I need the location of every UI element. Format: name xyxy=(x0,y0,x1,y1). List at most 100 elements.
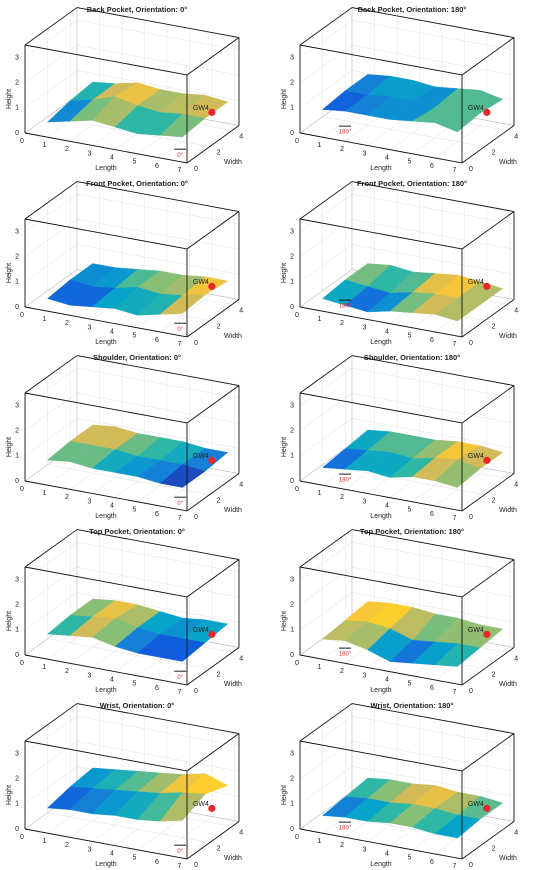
gw4-label: GW4 xyxy=(468,801,484,808)
z-tick-label: 1 xyxy=(15,279,19,286)
x-tick-label: 7 xyxy=(178,515,182,522)
x-tick-label: 3 xyxy=(363,498,367,505)
grid-line xyxy=(457,646,510,685)
z-tick-label: 1 xyxy=(15,801,19,808)
panel: Back Pocket, Orientation: 180° 0 1 2 3 0 1 2 3 4 5… xyxy=(281,5,518,174)
z-tick-label: 1 xyxy=(290,627,294,634)
gw4-marker xyxy=(208,630,216,638)
x-tick-label: 5 xyxy=(133,507,137,514)
grid-line xyxy=(24,193,78,232)
grid-line xyxy=(24,541,78,580)
x-tick-label: 1 xyxy=(318,838,322,845)
box-edge xyxy=(76,181,240,212)
z-tick-label: 0 xyxy=(290,478,294,485)
y-tick-label: 2 xyxy=(492,324,496,331)
box-edge xyxy=(24,306,188,338)
x-tick-label: 6 xyxy=(430,337,434,344)
x-tick-label: 0 xyxy=(20,312,24,319)
x-tick-label: 6 xyxy=(430,859,434,866)
z-tick-label: 2 xyxy=(290,776,294,783)
surface-patch xyxy=(159,464,206,488)
box-edge xyxy=(24,355,78,394)
box-edge xyxy=(186,647,240,686)
x-axis-label: Length xyxy=(370,513,392,520)
x-axis-label: Length xyxy=(95,861,117,868)
box-edge xyxy=(299,480,463,512)
orientation-label: 0° xyxy=(177,501,183,507)
surface-patch xyxy=(159,294,206,315)
x-tick-label: 5 xyxy=(133,333,137,340)
grid-line xyxy=(299,541,353,580)
y-tick-label: 0 xyxy=(194,166,198,173)
x-tick-label: 3 xyxy=(88,846,92,853)
grid-line xyxy=(47,116,210,147)
y-tick-label: 2 xyxy=(217,324,221,331)
grid-line xyxy=(76,193,240,225)
z-tick-label: 3 xyxy=(290,750,294,757)
x-tick-label: 5 xyxy=(408,333,412,340)
box-edge xyxy=(24,44,188,76)
y-tick-label: 2 xyxy=(217,672,221,679)
x-tick-label: 3 xyxy=(363,324,367,331)
orientation-label: 0° xyxy=(177,849,183,855)
z-tick-label: 2 xyxy=(290,254,294,261)
box-edge xyxy=(24,529,78,568)
x-tick-label: 2 xyxy=(340,842,344,849)
z-tick-label: 1 xyxy=(15,105,19,112)
panel-title: Front Pocket, Orientation: 0° xyxy=(86,179,188,188)
box-edge xyxy=(351,181,515,212)
y-tick-label: 2 xyxy=(492,150,496,157)
y-tick-label: 4 xyxy=(514,655,518,662)
z-tick-label: 2 xyxy=(15,428,19,435)
grid-line xyxy=(76,393,240,424)
z-tick-label: 1 xyxy=(290,453,294,460)
z-tick-label: 0 xyxy=(290,130,294,137)
box-edge xyxy=(24,7,78,46)
grid-line xyxy=(24,741,78,779)
x-tick-label: 0 xyxy=(295,486,299,493)
x-tick-label: 4 xyxy=(110,502,114,509)
z-axis-label: Height xyxy=(6,89,13,109)
y-axis-label: Width xyxy=(499,159,517,166)
y-tick-label: 0 xyxy=(194,514,198,521)
grid-line xyxy=(299,766,353,805)
x-tick-label: 6 xyxy=(430,511,434,518)
gw4-marker xyxy=(208,108,216,116)
x-tick-label: 6 xyxy=(430,685,434,692)
z-tick-label: 1 xyxy=(290,801,294,808)
x-tick-label: 0 xyxy=(295,660,299,667)
box-edge xyxy=(299,181,353,220)
y-tick-label: 4 xyxy=(239,481,243,488)
surface-patch xyxy=(159,792,206,822)
grid-line xyxy=(24,367,78,406)
orientation-label: 180° xyxy=(339,652,352,658)
y-tick-label: 4 xyxy=(239,655,243,662)
grid-line xyxy=(47,812,210,843)
grid-line xyxy=(299,741,353,779)
grid-line xyxy=(299,367,353,406)
box-edge xyxy=(186,37,240,76)
x-tick-label: 1 xyxy=(318,664,322,671)
z-tick-label: 3 xyxy=(15,228,19,235)
panel-title: Top Pocket, Orientation: 180° xyxy=(360,527,464,536)
x-tick-label: 7 xyxy=(178,863,182,870)
grid-line xyxy=(24,219,78,257)
grid-line xyxy=(322,116,485,147)
panel: Shoulder, Orientation: 0° 0 1 2 3 0 1 2 3 4 5 6 7 0 2 4… xyxy=(6,353,243,522)
y-tick-label: 0 xyxy=(469,688,473,695)
orientation-label: 0° xyxy=(177,153,183,159)
box-edge xyxy=(299,529,353,568)
box-edge xyxy=(461,125,515,164)
z-axis-label: Height xyxy=(281,263,288,283)
x-tick-label: 5 xyxy=(133,855,137,862)
grid-line xyxy=(351,367,515,399)
z-tick-label: 1 xyxy=(290,279,294,286)
z-tick-label: 0 xyxy=(15,652,19,659)
box-edge xyxy=(351,703,515,734)
panel-title: Back Pocket, Orientation: 0° xyxy=(87,5,188,14)
x-axis-label: Length xyxy=(95,165,117,172)
surface-patch xyxy=(159,113,206,138)
y-axis-label: Width xyxy=(499,507,517,514)
box-edge xyxy=(299,740,463,772)
